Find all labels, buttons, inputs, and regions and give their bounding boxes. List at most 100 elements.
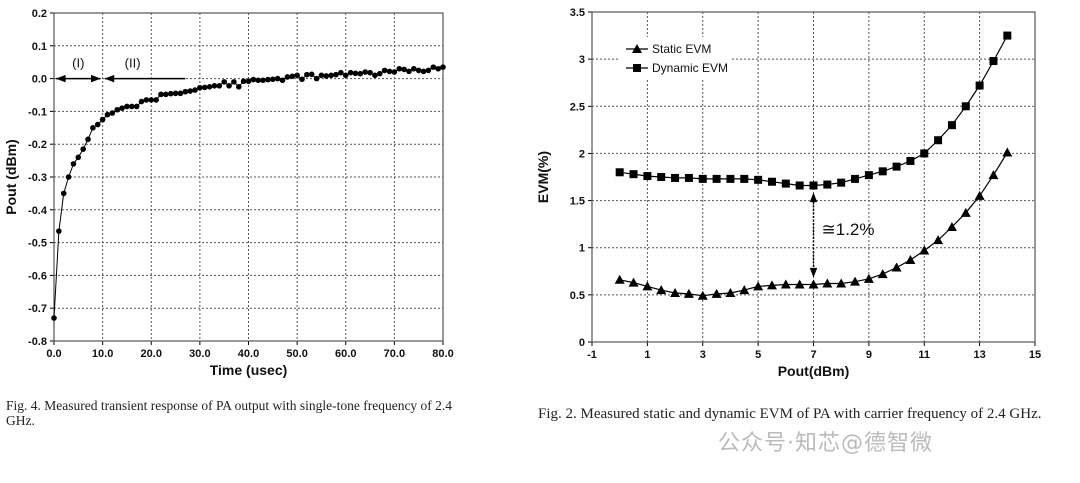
- dynamic-evm-marker: [878, 167, 887, 176]
- transient-data-point: [192, 87, 198, 93]
- arrowhead-icon: [91, 74, 101, 83]
- arrowhead-down-icon: [809, 267, 818, 278]
- transient-data-point: [313, 75, 320, 82]
- transient-data-point: [226, 83, 232, 89]
- transient-xtick-label: 0.0: [46, 348, 61, 360]
- evm-ytick-label: 1: [579, 243, 585, 255]
- static-evm-marker: [656, 285, 667, 295]
- transient-data-point: [396, 65, 403, 72]
- transient-data-point: [206, 84, 213, 90]
- dynamic-evm-marker: [740, 174, 749, 183]
- static-evm-marker: [822, 278, 833, 288]
- transient-data-point: [372, 72, 378, 79]
- static-evm-marker: [988, 170, 999, 180]
- evm-x-axis-label: Pout(dBm): [778, 363, 850, 379]
- transient-data-point: [90, 125, 96, 131]
- dynamic-evm-marker: [781, 179, 790, 188]
- dynamic-evm-marker: [767, 177, 776, 186]
- transient-ytick-label: 0.0: [32, 74, 47, 86]
- transient-data-point: [51, 315, 57, 321]
- evm-y-axis-label: EVM(%): [535, 151, 551, 203]
- evm-ytick-label: 2.5: [570, 101, 585, 113]
- dynamic-evm-marker: [947, 121, 956, 130]
- transient-data-point: [430, 64, 437, 70]
- dynamic-evm-marker: [975, 81, 984, 90]
- transient-data-point: [201, 84, 208, 91]
- transient-data-point: [187, 88, 193, 94]
- static-evm-marker: [877, 269, 888, 279]
- transient-data-point: [391, 69, 398, 75]
- transient-data-point: [124, 103, 130, 110]
- dynamic-evm-marker: [864, 171, 873, 180]
- static-evm-marker: [905, 254, 916, 264]
- dynamic-evm-marker: [1003, 31, 1012, 40]
- transient-data-point: [158, 91, 164, 98]
- transient-xtick-label: 40.0: [238, 348, 259, 360]
- transient-data-point: [56, 228, 62, 234]
- static-evm-marker: [725, 287, 736, 297]
- transient-ytick-label: -0.5: [28, 238, 47, 250]
- transient-data-point: [338, 69, 344, 76]
- arrowhead-up-icon: [809, 192, 818, 203]
- transient-data-point: [381, 67, 388, 74]
- static-evm-marker: [946, 221, 957, 231]
- transient-data-point: [216, 83, 223, 89]
- legend-triangle-marker-icon: [632, 44, 642, 53]
- transient-data-point: [245, 78, 252, 85]
- transient-data-point: [260, 77, 266, 84]
- evm-ytick-label: 3.5: [570, 7, 585, 19]
- transient-data-point: [94, 121, 101, 128]
- static-evm-marker: [739, 285, 750, 295]
- transient-data-point: [352, 70, 359, 77]
- transient-data-point: [376, 70, 383, 77]
- dynamic-evm-marker: [851, 174, 860, 183]
- evm-ytick-label: 1.5: [570, 196, 585, 208]
- transient-data-point: [318, 72, 325, 79]
- transient-data-point: [177, 90, 184, 97]
- dynamic-evm-marker: [989, 57, 998, 66]
- transient-data-point: [104, 111, 111, 118]
- transient-data-point: [133, 103, 140, 110]
- dynamic-evm-marker: [961, 102, 970, 111]
- legend-square-marker-icon: [633, 64, 641, 72]
- transient-data-point: [425, 67, 432, 74]
- transient-data-point: [308, 71, 315, 78]
- transient-data-point: [221, 79, 227, 85]
- dynamic-evm-marker: [684, 173, 693, 182]
- transient-data-point: [342, 72, 349, 79]
- transient-data-point: [80, 146, 86, 152]
- transient-data-point: [172, 90, 179, 97]
- evm-ytick-label: 2: [579, 148, 585, 160]
- static-evm-marker: [863, 273, 874, 283]
- evm-xtick-label: 3: [700, 349, 706, 361]
- transient-data-point: [415, 67, 422, 74]
- static-evm-marker: [850, 276, 861, 286]
- transient-data-point: [197, 84, 203, 91]
- transient-ytick-label: 0.1: [32, 41, 47, 53]
- static-evm-marker: [780, 279, 791, 289]
- dynamic-evm-marker: [823, 180, 832, 189]
- arrowhead-icon: [104, 74, 115, 83]
- static-evm-marker: [683, 288, 694, 298]
- transient-trend-line: [53, 66, 444, 319]
- transient-data-point: [231, 79, 237, 85]
- transient-data-point: [367, 69, 373, 76]
- transient-xtick-label: 10.0: [92, 348, 113, 360]
- transient-data-point: [85, 136, 91, 143]
- transient-plot-frame: [53, 12, 444, 342]
- transient-data-point: [250, 76, 257, 83]
- static-evm-marker: [960, 207, 971, 217]
- region-label: (I): [72, 56, 84, 71]
- transient-data-point: [114, 106, 121, 113]
- transient-y-axis-label: Pout (dBm): [3, 139, 19, 214]
- dynamic-evm-marker: [837, 178, 846, 187]
- transient-data-point: [333, 71, 339, 78]
- transient-data-point: [323, 73, 330, 79]
- transient-data-point: [119, 105, 125, 111]
- evm-ytick-label: 0: [579, 337, 585, 349]
- static-evm-marker: [753, 281, 764, 291]
- transient-data-point: [211, 83, 218, 89]
- transient-ytick-label: -0.3: [28, 172, 47, 184]
- transient-data-point: [65, 174, 72, 180]
